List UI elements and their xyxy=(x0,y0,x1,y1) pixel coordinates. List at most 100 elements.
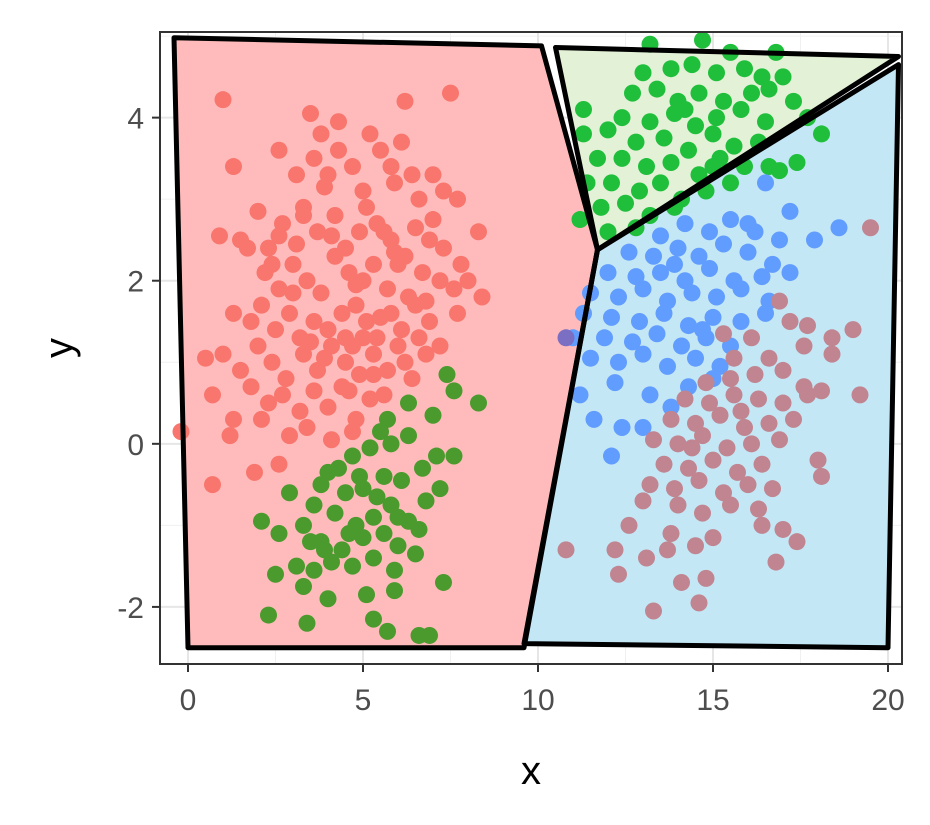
scatter-point xyxy=(781,202,799,220)
scatter-point xyxy=(358,198,375,216)
scatter-point xyxy=(662,153,680,171)
scatter-point xyxy=(767,553,785,571)
scatter-point xyxy=(718,439,736,457)
scatter-point xyxy=(753,455,771,473)
scatter-point xyxy=(239,239,256,257)
scatter-point xyxy=(627,133,645,151)
scatter-point xyxy=(662,60,680,78)
scatter-point xyxy=(631,182,648,200)
scatter-point xyxy=(694,427,711,445)
scatter-point xyxy=(809,451,827,469)
scatter-point xyxy=(428,447,445,465)
scatter-point xyxy=(571,211,589,229)
scatter-point xyxy=(592,198,610,216)
scatter-point xyxy=(722,174,739,192)
scatter-point xyxy=(326,504,344,522)
scatter-point xyxy=(204,476,221,494)
scatter-point xyxy=(806,231,823,249)
scatter-point xyxy=(344,557,361,575)
scatter-point xyxy=(648,80,666,98)
scatter-point xyxy=(662,398,680,416)
scatter-point xyxy=(683,439,701,457)
y-axis: -2 0 2 4 xyxy=(117,103,160,625)
scatter-point xyxy=(410,329,428,347)
scatter-point xyxy=(813,125,830,143)
scatter-point xyxy=(354,182,372,200)
scatter-point xyxy=(270,280,288,298)
scatter-point xyxy=(417,345,435,363)
scatter-point xyxy=(302,105,319,123)
scatter-point xyxy=(774,361,792,379)
scatter-point xyxy=(662,410,680,428)
y-tick-label: -2 xyxy=(117,592,144,625)
scatter-point xyxy=(347,276,365,294)
scatter-point xyxy=(319,590,337,608)
scatter-point xyxy=(253,410,270,428)
scatter-point xyxy=(694,32,711,49)
scatter-point xyxy=(725,386,743,404)
scatter-point xyxy=(634,345,652,363)
scatter-point xyxy=(340,525,358,543)
scatter-point xyxy=(379,361,396,379)
scatter-point xyxy=(347,296,365,314)
scatter-point xyxy=(690,472,708,490)
scatter-point xyxy=(242,312,260,330)
scatter-point xyxy=(669,496,687,514)
scatter-point xyxy=(414,264,431,282)
scatter-point xyxy=(400,427,417,445)
scatter-point xyxy=(326,206,344,224)
scatter-point xyxy=(683,284,701,302)
scatter-point xyxy=(774,68,792,86)
scatter-point xyxy=(676,390,694,408)
x-tick-label: 10 xyxy=(521,684,554,717)
scatter-point xyxy=(613,419,631,437)
scatter-point xyxy=(424,211,442,229)
scatter-point xyxy=(830,219,848,237)
scatter-point xyxy=(739,215,757,233)
scatter-point xyxy=(414,459,431,477)
scatter-point xyxy=(655,304,673,322)
scatter-point xyxy=(424,166,442,184)
scatter-point xyxy=(715,92,732,110)
scatter-point xyxy=(260,394,277,412)
scatter-point xyxy=(645,247,662,265)
scatter-point xyxy=(253,296,270,314)
scatter-point xyxy=(795,337,813,355)
scatter-point xyxy=(242,378,260,396)
scatter-point xyxy=(214,345,232,363)
scatter-point xyxy=(645,602,662,620)
scatter-point xyxy=(746,366,764,384)
scatter-point xyxy=(557,329,575,347)
scatter-point xyxy=(617,194,634,212)
scatter-point xyxy=(379,280,396,298)
scatter-point xyxy=(557,541,575,559)
scatter-point xyxy=(648,325,666,343)
scatter-point xyxy=(249,337,267,355)
scatter-point xyxy=(785,410,802,428)
scatter-point xyxy=(799,386,816,404)
scatter-point xyxy=(365,610,382,628)
scatter-point xyxy=(788,533,806,551)
scatter-point xyxy=(690,247,708,265)
scatter-point xyxy=(704,308,722,326)
scatter-point xyxy=(361,390,379,408)
scatter-point xyxy=(760,349,778,367)
scatter-point xyxy=(750,500,767,518)
scatter-point xyxy=(253,512,270,530)
scatter-point xyxy=(330,141,347,159)
scatter-point xyxy=(421,626,438,644)
scatter-point xyxy=(351,467,368,485)
scatter-point xyxy=(610,353,627,371)
scatter-point xyxy=(634,419,652,437)
scatter-point xyxy=(445,382,463,400)
scatter-point xyxy=(697,374,715,392)
y-axis-title: y xyxy=(37,338,81,358)
scatter-point xyxy=(361,439,379,457)
scatter-point xyxy=(599,121,617,139)
scatter-point xyxy=(673,337,690,355)
region-polygon xyxy=(174,37,598,648)
scatter-point xyxy=(599,264,617,282)
scatter-point xyxy=(270,455,288,473)
scatter-point xyxy=(687,117,704,135)
